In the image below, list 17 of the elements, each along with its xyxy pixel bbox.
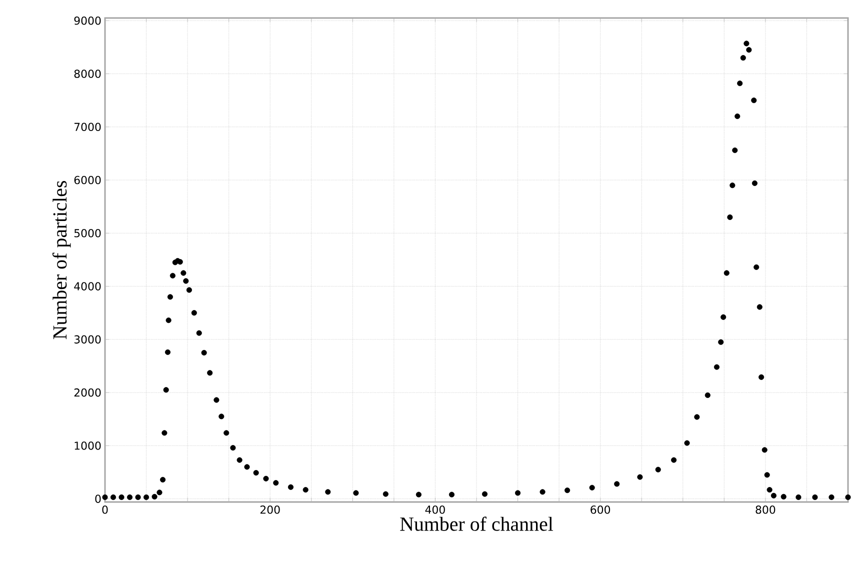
y-tick-label: 3000 (74, 335, 101, 344)
y-tick-label: 8000 (74, 70, 101, 78)
x-tick-label: 600 (590, 506, 610, 514)
x-axis-title: Number of channel (400, 516, 554, 531)
y-axis-title: Number of particles (52, 181, 71, 340)
y-tick-label: 5000 (74, 229, 101, 238)
y-tick-label: 6000 (74, 176, 101, 184)
x-tick-label: 400 (425, 506, 445, 514)
x-tick-label: 800 (756, 506, 776, 514)
y-tick-label: 4000 (74, 282, 101, 290)
x-tick-label: 200 (260, 506, 280, 514)
y-tick-label: 9000 (74, 16, 101, 25)
y-tick-label: 1000 (74, 442, 101, 450)
y-tick-label: 7000 (74, 122, 101, 132)
x-tick-label: 0 (102, 506, 108, 514)
y-tick-label: 0 (95, 494, 101, 503)
y-tick-label: 2000 (74, 388, 101, 397)
